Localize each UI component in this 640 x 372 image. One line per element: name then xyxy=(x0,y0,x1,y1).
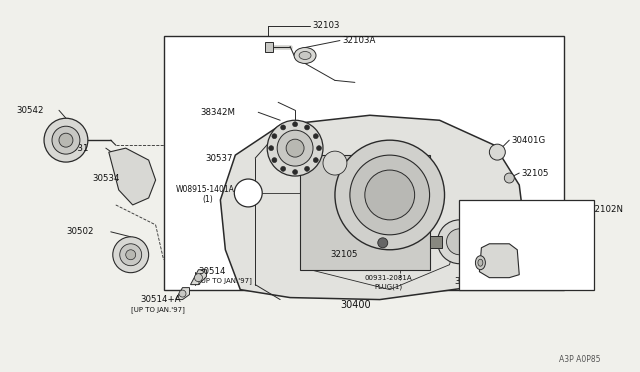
Circle shape xyxy=(269,146,274,151)
Text: 30514: 30514 xyxy=(198,267,226,276)
Text: (1): (1) xyxy=(202,195,213,205)
Circle shape xyxy=(438,220,481,264)
Circle shape xyxy=(59,133,73,147)
Text: W: W xyxy=(244,189,253,198)
Text: C2118: C2118 xyxy=(490,235,517,244)
Text: A3P A0P85: A3P A0P85 xyxy=(559,355,600,364)
Circle shape xyxy=(267,120,323,176)
Circle shape xyxy=(52,126,80,154)
Circle shape xyxy=(314,158,318,163)
Circle shape xyxy=(272,158,277,163)
Bar xyxy=(429,236,442,248)
Circle shape xyxy=(272,134,277,139)
Text: 30514+A: 30514+A xyxy=(141,295,181,304)
Text: 38342M: 38342M xyxy=(200,108,236,117)
Text: 30502: 30502 xyxy=(66,227,93,236)
Circle shape xyxy=(332,160,338,166)
Text: 30531: 30531 xyxy=(61,144,88,153)
Text: 30542: 30542 xyxy=(16,106,44,115)
Ellipse shape xyxy=(476,256,485,270)
Text: PLUG(1): PLUG(1) xyxy=(375,283,403,290)
Text: 32102N: 32102N xyxy=(589,205,623,214)
Bar xyxy=(164,36,564,290)
Circle shape xyxy=(281,125,285,130)
Circle shape xyxy=(305,166,310,171)
Ellipse shape xyxy=(299,51,311,60)
Circle shape xyxy=(328,156,342,170)
Text: 32103A: 32103A xyxy=(342,36,375,45)
Circle shape xyxy=(504,173,515,183)
Bar xyxy=(460,200,594,290)
Bar xyxy=(497,208,511,218)
Text: 00931-2081A: 00931-2081A xyxy=(365,275,412,280)
Circle shape xyxy=(490,144,506,160)
Circle shape xyxy=(495,215,509,229)
Circle shape xyxy=(281,166,285,171)
Polygon shape xyxy=(191,270,207,285)
Ellipse shape xyxy=(294,48,316,64)
Text: 30401J: 30401J xyxy=(445,243,474,252)
Circle shape xyxy=(447,229,472,255)
Circle shape xyxy=(277,130,313,166)
Circle shape xyxy=(378,238,388,248)
Text: 32109: 32109 xyxy=(454,277,482,286)
Text: [UP TO JAN.'97]: [UP TO JAN.'97] xyxy=(198,277,252,284)
Text: 30534: 30534 xyxy=(93,173,120,183)
Bar xyxy=(300,155,429,270)
Text: 30537: 30537 xyxy=(205,154,233,163)
Circle shape xyxy=(292,122,298,127)
Circle shape xyxy=(365,170,415,220)
Text: [UP TO JAN.'97]: [UP TO JAN.'97] xyxy=(131,306,184,313)
Text: 30401G: 30401G xyxy=(511,136,545,145)
Circle shape xyxy=(292,170,298,174)
Text: W08915-1401A: W08915-1401A xyxy=(175,186,234,195)
Polygon shape xyxy=(220,115,524,299)
Circle shape xyxy=(317,146,321,151)
Circle shape xyxy=(120,244,141,266)
Circle shape xyxy=(44,118,88,162)
Text: 32103: 32103 xyxy=(312,21,340,30)
Circle shape xyxy=(575,206,589,220)
Circle shape xyxy=(323,151,347,175)
Circle shape xyxy=(195,274,202,282)
Circle shape xyxy=(234,179,262,207)
Polygon shape xyxy=(109,148,156,205)
Circle shape xyxy=(350,155,429,235)
Circle shape xyxy=(305,125,310,130)
Ellipse shape xyxy=(478,259,483,266)
Circle shape xyxy=(314,134,318,139)
Circle shape xyxy=(286,139,304,157)
Bar xyxy=(265,42,273,51)
Circle shape xyxy=(125,250,136,260)
Text: 32105: 32105 xyxy=(330,250,358,259)
Circle shape xyxy=(179,290,186,297)
Polygon shape xyxy=(479,244,519,278)
Circle shape xyxy=(113,237,148,273)
Text: 32108: 32108 xyxy=(513,203,541,212)
Text: 30400: 30400 xyxy=(340,299,371,310)
Polygon shape xyxy=(175,288,189,299)
Circle shape xyxy=(335,140,445,250)
Text: 32105: 32105 xyxy=(521,169,548,177)
